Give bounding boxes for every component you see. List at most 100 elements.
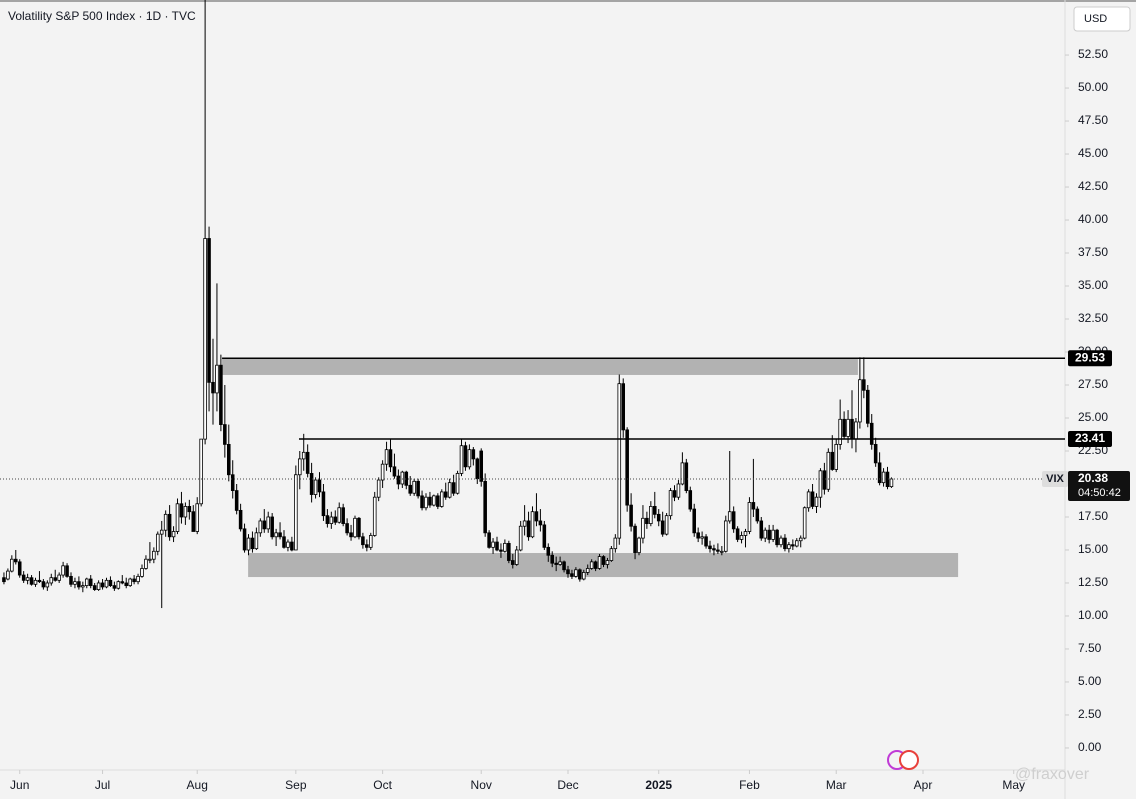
y-tick-label: 0.00 — [1078, 740, 1102, 754]
candle-body — [365, 544, 369, 548]
candle-body — [270, 516, 274, 538]
candle-body — [329, 516, 334, 524]
candle-body — [69, 575, 73, 585]
candle-body — [203, 238, 207, 440]
candle-body — [191, 511, 196, 532]
level-label: 29.53 — [1075, 350, 1105, 364]
candle-body — [649, 506, 653, 524]
candle-body — [767, 529, 771, 540]
candle-body — [424, 496, 428, 509]
candle-body — [873, 443, 878, 464]
candle-body — [13, 558, 18, 563]
candle-body — [266, 516, 271, 530]
chart-title: Volatility S&P 500 Index · 1D · TVC — [8, 9, 196, 23]
candle-body — [743, 531, 748, 536]
candle-body — [116, 581, 121, 589]
candle-body — [723, 520, 728, 552]
y-tick-label: 35.00 — [1078, 278, 1108, 292]
candle-body — [408, 484, 413, 494]
candle-body — [850, 418, 854, 440]
plot — [0, 0, 1065, 609]
candle-body — [862, 379, 866, 391]
candle-body — [783, 537, 787, 550]
candle-body — [727, 511, 732, 522]
candle-body — [341, 507, 345, 524]
candle-body — [420, 495, 424, 509]
candle-body — [321, 491, 326, 517]
candle-body — [41, 581, 46, 588]
candle-body — [372, 496, 377, 536]
candle-body — [49, 577, 54, 584]
candle-body — [345, 523, 349, 534]
candle-body — [384, 449, 389, 465]
currency[interactable]: USD — [1084, 13, 1107, 25]
candle-body — [538, 520, 543, 526]
candle-body — [483, 480, 487, 534]
y-tick-label: 27.50 — [1078, 377, 1108, 391]
y-tick-label: 7.50 — [1078, 641, 1102, 655]
candle-body — [183, 506, 188, 518]
candle-body — [144, 558, 148, 569]
candle-body — [167, 513, 172, 538]
candle-body — [17, 561, 22, 576]
candle-body — [234, 490, 239, 511]
candle-body — [238, 509, 243, 530]
candle-body — [814, 496, 819, 507]
candle-body — [798, 537, 803, 542]
candle-body — [692, 508, 697, 534]
candle-body — [613, 537, 618, 550]
countdown: 04:50:42 — [1078, 487, 1121, 499]
candle-body — [290, 541, 294, 551]
candle-body — [140, 568, 144, 577]
candle-body — [818, 470, 823, 498]
candle-body — [254, 532, 259, 550]
candle-body — [25, 577, 30, 581]
candle-body — [499, 549, 503, 552]
level-label: 23.41 — [1075, 431, 1105, 445]
candle-body — [2, 577, 6, 583]
candle-body — [10, 558, 14, 572]
y-tick-label: 37.50 — [1078, 245, 1108, 259]
candle-body — [392, 466, 397, 477]
candle-body — [179, 503, 184, 518]
candle-body — [463, 445, 468, 468]
candle-body — [629, 504, 633, 527]
candle-body — [159, 529, 164, 535]
candle-body — [439, 491, 444, 507]
candle-body — [219, 364, 223, 425]
candle-body — [45, 582, 50, 588]
y-tick-label: 25.00 — [1078, 410, 1108, 424]
candle-body — [775, 529, 779, 546]
zone — [222, 358, 858, 375]
x-tick-label: Mar — [826, 778, 847, 792]
candle-body — [869, 422, 874, 445]
x-tick-label: Apr — [914, 778, 933, 792]
candle-body — [305, 451, 310, 474]
candle-body — [625, 429, 629, 506]
candle-body — [672, 490, 677, 498]
x-tick-label: May — [1002, 778, 1025, 792]
candle-body — [443, 491, 448, 498]
x-tick-label: Sep — [285, 778, 307, 792]
candle-body — [471, 449, 476, 460]
candle-body — [645, 517, 649, 524]
currency-box[interactable] — [1073, 6, 1131, 32]
candle-body — [854, 421, 858, 440]
candle-body — [388, 449, 393, 468]
candle-body — [250, 537, 255, 550]
candle-body — [53, 577, 58, 581]
candle-body — [432, 495, 436, 506]
candle-body — [73, 581, 77, 585]
candle-body — [155, 533, 160, 552]
candle-body — [574, 569, 578, 577]
last-price-label: 20.38 — [1078, 471, 1108, 485]
candle-body — [337, 507, 342, 523]
candle-body — [163, 513, 168, 531]
candle-body — [810, 491, 815, 507]
candle-body — [416, 480, 420, 497]
candle-body — [495, 541, 499, 551]
candle-body — [763, 529, 768, 539]
candle-body — [684, 462, 689, 491]
candle-body — [542, 524, 547, 548]
candle-body — [459, 445, 464, 474]
